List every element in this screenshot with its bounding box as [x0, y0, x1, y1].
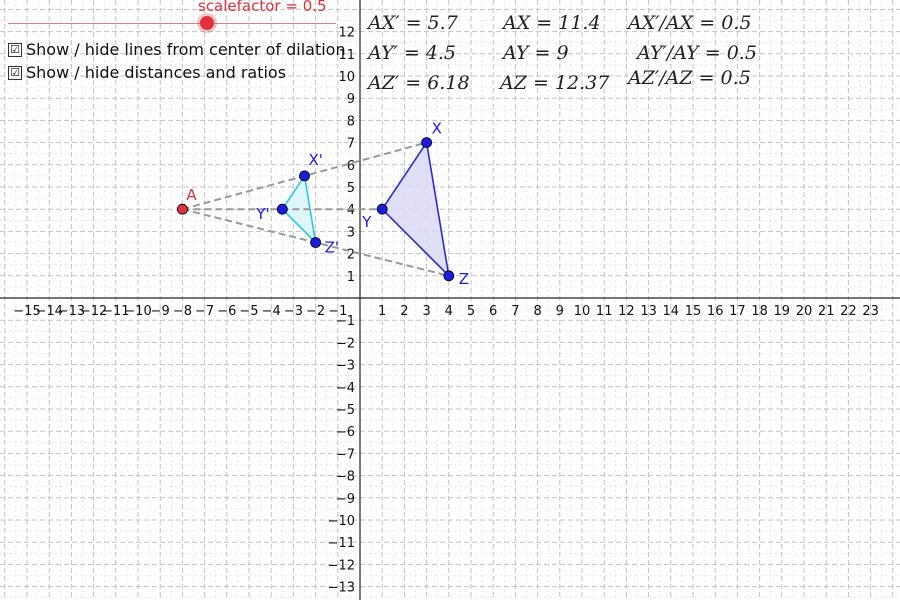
x-tick-label: −8	[173, 304, 192, 319]
point-y[interactable]	[376, 203, 388, 215]
x-tick-label: 19	[774, 304, 791, 319]
toggle-dilation-lines[interactable]: ☑ Show / hide lines from center of dilat…	[8, 40, 346, 59]
stat-ax-prime: AX′ = 5.7	[368, 12, 458, 34]
slider-knob[interactable]	[200, 16, 214, 30]
x-tick-label: 23	[862, 304, 879, 319]
x-tick-label: −4	[262, 304, 281, 319]
y-tick-label: −2	[336, 336, 355, 351]
y-tick-label: 7	[347, 137, 355, 152]
x-tick-label: −5	[239, 304, 258, 319]
checkbox-icon[interactable]: ☑	[8, 65, 22, 80]
stat-az-ratio: AZ′/AZ = 0.5	[628, 67, 751, 89]
x-tick-label: 15	[685, 304, 702, 319]
x-tick-label: 14	[663, 304, 680, 319]
stat-ay-ratio: AY′/AY = 0.5	[637, 42, 757, 64]
y-tick-label: 3	[347, 225, 355, 240]
y-tick-label: −5	[336, 403, 355, 418]
y-tick-label: −12	[328, 558, 355, 573]
point-a-center[interactable]	[176, 203, 188, 215]
x-tick-label: 22	[840, 304, 857, 319]
y-tick-label: −1	[336, 314, 355, 329]
label-x-prime: X'	[309, 151, 323, 169]
y-tick-label: 9	[347, 92, 355, 107]
point-z[interactable]	[443, 270, 455, 282]
x-tick-label: 21	[818, 304, 835, 319]
x-tick-label: −1	[328, 304, 347, 319]
checkbox-icon[interactable]: ☑	[8, 42, 22, 57]
scalefactor-label: scalefactor = 0.5	[198, 0, 327, 15]
checkbox-label-dilation-lines: Show / hide lines from center of dilatio…	[26, 40, 346, 59]
y-tick-label: −8	[336, 470, 355, 485]
y-tick-label: 5	[347, 181, 355, 196]
label-x: X	[432, 120, 442, 138]
x-tick-label: −14	[35, 304, 62, 319]
x-tick-label: 20	[796, 304, 813, 319]
y-tick-label: −6	[336, 425, 355, 440]
x-tick-label: −10	[124, 304, 151, 319]
x-tick-label: −2	[306, 304, 325, 319]
y-tick-label: −9	[336, 492, 355, 507]
x-tick-label: 2	[400, 304, 408, 319]
x-tick-label: 16	[707, 304, 724, 319]
x-tick-label: −3	[284, 304, 303, 319]
stat-ay-prime: AY′ = 4.5	[368, 42, 457, 64]
label-a: A	[186, 186, 197, 204]
y-tick-label: −4	[336, 381, 355, 396]
y-tick-label: −13	[328, 581, 355, 596]
y-tick-label: −10	[328, 514, 355, 529]
stat-ax-ratio: AX′/AX = 0.5	[628, 12, 752, 34]
x-tick-label: 17	[729, 304, 746, 319]
x-tick-label: 1	[378, 304, 386, 319]
point-x[interactable]	[421, 137, 433, 149]
slider-track[interactable]	[8, 23, 336, 24]
x-tick-label: 4	[445, 304, 453, 319]
stat-az: AZ = 12.37	[500, 72, 610, 94]
x-tick-label: −7	[195, 304, 214, 319]
y-tick-label: −3	[336, 359, 355, 374]
x-tick-label: −6	[217, 304, 236, 319]
x-tick-label: −13	[58, 304, 85, 319]
y-tick-label: 8	[347, 114, 355, 129]
point-z-prime[interactable]	[310, 237, 322, 248]
scalefactor-slider[interactable]: scalefactor = 0.5	[8, 0, 338, 40]
stat-ax: AX = 11.4	[503, 12, 601, 34]
x-tick-label: 5	[467, 304, 475, 319]
toggle-distances-ratios[interactable]: ☑ Show / hide distances and ratios	[8, 63, 286, 82]
label-z-prime: Z'	[325, 239, 339, 257]
y-tick-label: 2	[347, 248, 355, 263]
stat-az-prime: AZ′ = 6.18	[368, 72, 470, 94]
x-tick-label: 8	[533, 304, 541, 319]
y-tick-label: 10	[338, 70, 355, 85]
x-tick-label: −11	[102, 304, 129, 319]
stat-ay: AY = 9	[503, 42, 569, 64]
x-tick-label: 13	[640, 304, 657, 319]
point-y-prime[interactable]	[276, 203, 288, 215]
y-tick-label: −11	[328, 536, 355, 551]
x-tick-label: −9	[151, 304, 170, 319]
y-tick-label: 12	[338, 26, 355, 41]
x-tick-label: 6	[489, 304, 497, 319]
x-tick-label: 7	[511, 304, 519, 319]
x-tick-label: −12	[80, 304, 107, 319]
x-tick-label: 12	[618, 304, 635, 319]
y-tick-label: 4	[347, 203, 355, 218]
label-y: Y	[361, 213, 372, 231]
y-tick-label: 6	[347, 159, 355, 174]
x-tick-label: 18	[751, 304, 768, 319]
y-tick-label: 1	[347, 270, 355, 285]
y-tick-label: 11	[338, 48, 355, 63]
x-tick-label: −15	[13, 304, 40, 319]
x-tick-label: 11	[596, 304, 613, 319]
label-y-prime: Y'	[255, 205, 269, 223]
label-z: Z	[459, 270, 469, 288]
x-tick-label: 9	[556, 304, 564, 319]
triangle-xyz[interactable]	[381, 140, 450, 279]
x-tick-label: 3	[422, 304, 430, 319]
x-tick-label: 10	[574, 304, 591, 319]
point-x-prime[interactable]	[299, 170, 310, 182]
checkbox-label-distances-ratios: Show / hide distances and ratios	[26, 63, 287, 82]
y-tick-label: −7	[336, 447, 355, 462]
